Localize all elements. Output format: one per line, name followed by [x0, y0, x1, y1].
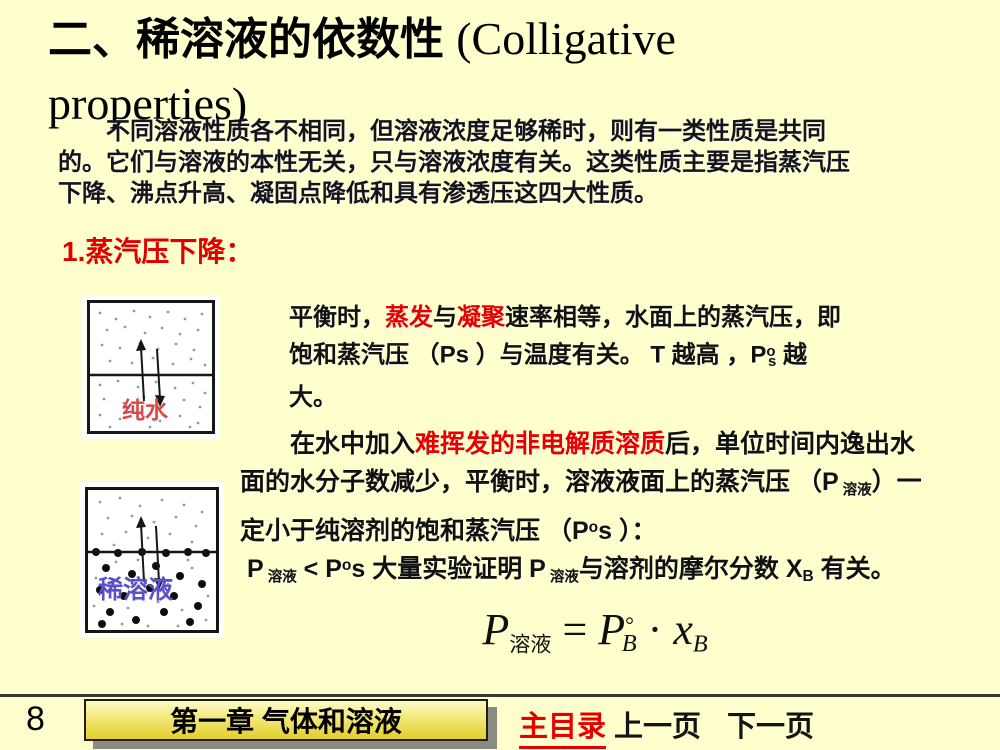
solute-paragraph: 在水中加入难挥发的非电解质溶质后，单位时间内逸出水面的水分子数减少，平衡时，溶液…: [240, 430, 922, 546]
dilute-solution-figure: 稀溶液: [80, 482, 224, 638]
experiment-paragraph: P 溶液 < Pos 大量实验证明 P 溶液与溶剂的摩尔分数 XB 有关。: [247, 554, 896, 586]
dilute-solution-label: 稀溶液: [98, 576, 174, 604]
dilute-solution-diagram-icon: [88, 496, 216, 628]
intro-paragraph: 不同溶液性质各不相同，但溶液浓度足够稀时，则有一类性质是共同的。它们与溶液的本性…: [58, 118, 850, 207]
chapter-button[interactable]: 第一章 气体和溶液: [84, 699, 488, 741]
next-page-link[interactable]: 下一页: [727, 711, 815, 743]
pure-water-figure: 纯水: [82, 295, 220, 439]
vapor-pressure-formula: P溶液 = P°B · xB: [482, 605, 708, 658]
pure-water-label: 纯水: [122, 397, 168, 423]
prev-page-link[interactable]: 上一页: [614, 711, 702, 743]
equilibrium-paragraph: 平衡时，蒸发与凝聚速率相等，水面上的蒸汽压，即饱和蒸汽压 （Ps ）与温度有关。…: [289, 304, 841, 412]
slide-title: 二、稀溶液的依数性 (Colligative properties): [48, 13, 676, 130]
section-heading-vapor-pressure: 1.蒸汽压下降：: [62, 236, 254, 267]
pure-water-diagram-icon: [90, 309, 212, 429]
page-number: 8: [26, 700, 45, 738]
main-menu-link[interactable]: 主目录: [519, 703, 607, 749]
footer-divider: [0, 694, 1000, 697]
